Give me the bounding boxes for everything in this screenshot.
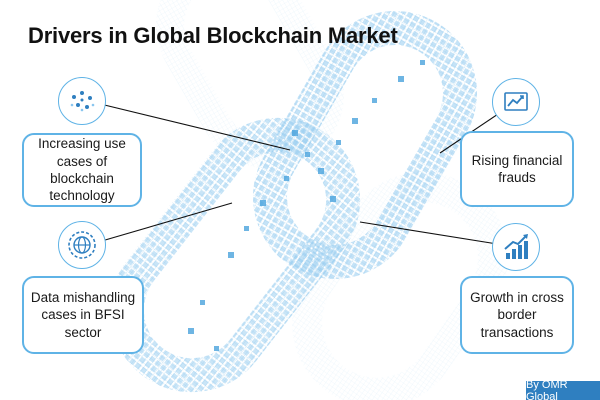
source-credit-badge: By OMR Global <box>526 379 600 400</box>
line-chart-icon <box>492 78 540 126</box>
network-nodes-icon <box>58 77 106 125</box>
driver-label: Data mishandling cases in BFSI sector <box>30 290 136 340</box>
driver-label: Growth in cross border transactions <box>470 290 564 340</box>
page-title: Drivers in Global Blockchain Market <box>28 23 398 48</box>
driver-box-blockchain-use-cases: Increasing use cases of blockchain techn… <box>22 133 142 207</box>
connector-lines <box>87 100 517 248</box>
scattered-cubes <box>188 60 425 351</box>
connector-right-bottom <box>359 221 517 248</box>
growth-arrow-icon <box>492 223 540 271</box>
driver-label: Rising financial frauds <box>471 152 563 185</box>
connector-left-top <box>87 100 291 151</box>
driver-label: Increasing use cases of blockchain techn… <box>38 136 126 204</box>
driver-box-data-mishandling: Data mishandling cases in BFSI sector <box>22 276 144 354</box>
globe-gear-icon <box>58 221 106 269</box>
driver-box-cross-border: Growth in cross border transactions <box>460 276 574 354</box>
chain-link-lower <box>109 117 361 393</box>
driver-box-financial-frauds: Rising financial frauds <box>460 131 574 207</box>
connector-left-bottom <box>87 202 233 246</box>
